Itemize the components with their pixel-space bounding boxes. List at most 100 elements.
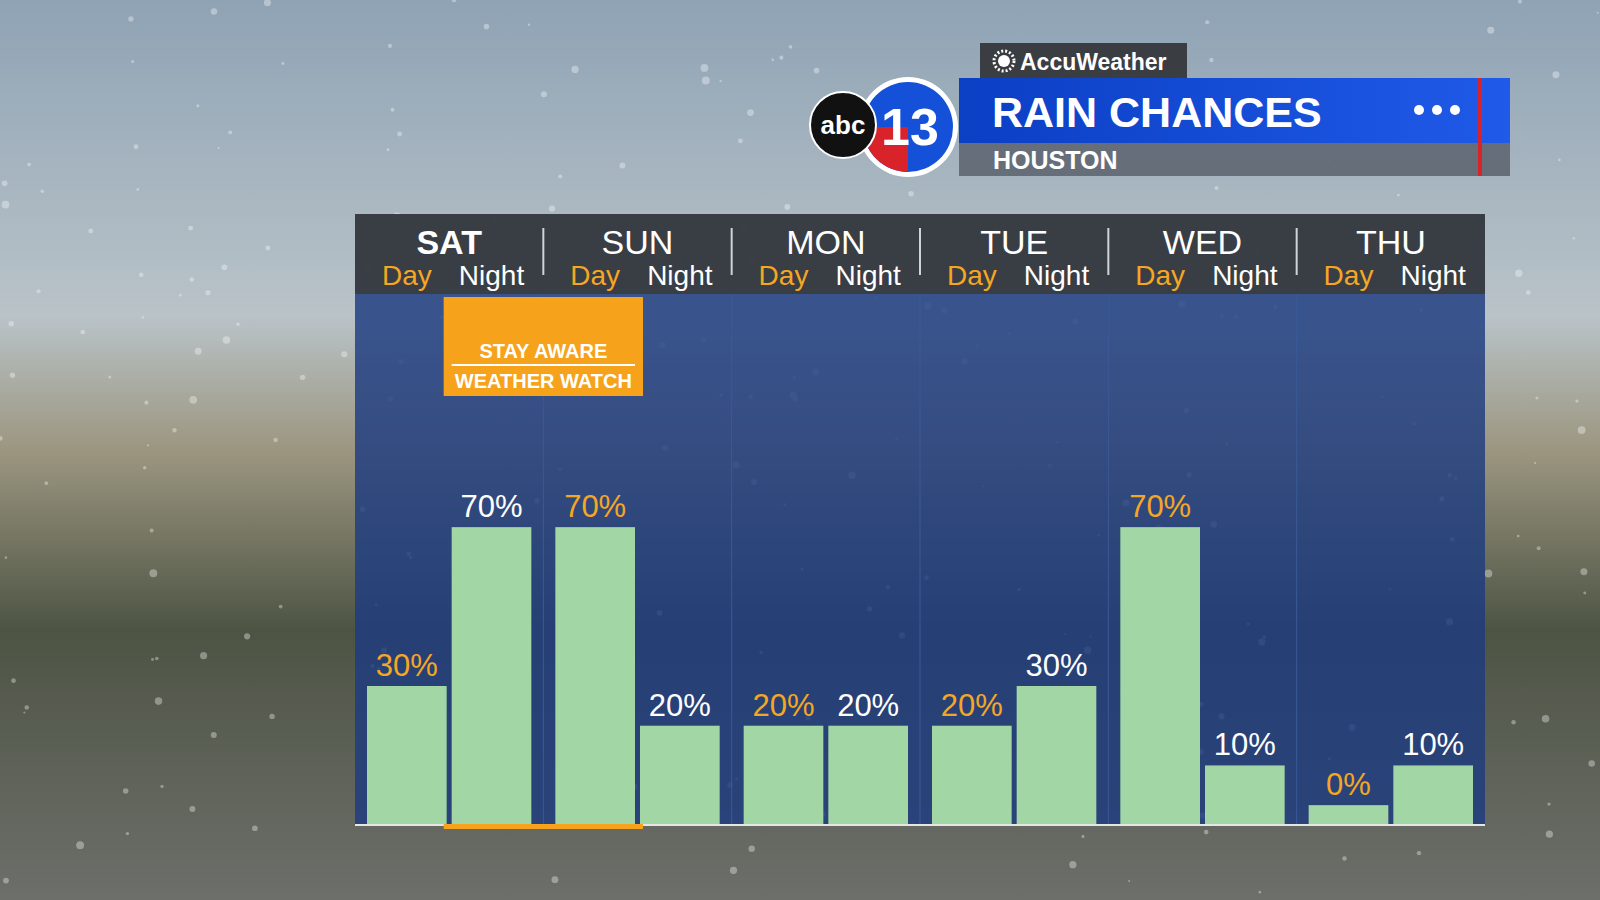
raindrop: [1542, 715, 1550, 723]
raindrop: [908, 191, 914, 197]
raindrop: [179, 294, 182, 297]
raindrop: [300, 375, 305, 380]
bar: [367, 686, 447, 825]
raindrop: [269, 714, 274, 719]
raindrop: [1588, 760, 1595, 767]
menu-dot: [1414, 105, 1424, 115]
network: abc: [821, 110, 866, 140]
raindrop: [11, 678, 16, 683]
raindrop: [1081, 835, 1084, 838]
logo-abc: [810, 92, 876, 158]
annotation-box: [444, 297, 643, 396]
data-label: 10%: [1402, 727, 1464, 762]
raindrop: [619, 163, 625, 169]
data-label: 20%: [649, 688, 711, 723]
channel: 13: [881, 98, 939, 156]
raindrop: [1417, 851, 1421, 855]
category-label: Day: [382, 260, 432, 291]
category-label: Night: [647, 260, 713, 291]
day-header: [355, 214, 1485, 294]
raindrop: [779, 56, 783, 60]
raindrop: [223, 336, 231, 344]
raindrop: [549, 205, 555, 211]
raindrop: [27, 163, 31, 167]
raindrop: [1128, 880, 1130, 882]
raindrop: [108, 376, 111, 379]
raindrop: [195, 348, 202, 355]
raindrop: [1580, 568, 1587, 575]
panel-separator: [731, 294, 732, 825]
raindrop: [126, 832, 129, 835]
raindrop: [1558, 159, 1561, 162]
raindrops: [0, 0, 1599, 893]
bar: [1017, 686, 1097, 825]
data-label: 30%: [376, 648, 438, 683]
bar: [1120, 527, 1200, 825]
group-label: MON: [786, 223, 865, 261]
raindrop: [218, 147, 220, 149]
category-label: Day: [947, 260, 997, 291]
title: RAIN CHANCES: [992, 88, 1322, 136]
raindrop: [190, 277, 195, 282]
raindrop: [814, 68, 820, 74]
subtitle-bar: [959, 143, 1510, 176]
raindrop: [1583, 592, 1586, 595]
raindrop: [41, 189, 45, 193]
raindrop: [1069, 861, 1076, 868]
raindrop: [1518, 0, 1522, 4]
raindrop: [142, 316, 144, 318]
raindrop: [211, 8, 217, 14]
bar: [932, 726, 1012, 825]
raindrop: [236, 323, 240, 327]
raindrop: [128, 16, 133, 21]
raindrop: [155, 697, 163, 705]
data-label: 20%: [941, 688, 1003, 723]
raindrop: [700, 64, 708, 72]
raindrop: [23, 711, 25, 713]
raindrop: [784, 204, 790, 210]
bar: [640, 726, 720, 825]
raindrop: [1397, 194, 1400, 197]
raindrop: [1578, 426, 1586, 434]
raindrop: [143, 466, 146, 469]
raindrop: [771, 58, 774, 61]
raindrop: [211, 732, 217, 738]
bar: [744, 726, 824, 825]
category-label: Day: [1135, 260, 1185, 291]
raindrop: [189, 806, 195, 812]
raindrop: [1526, 290, 1531, 295]
category-label: Day: [759, 260, 809, 291]
raindrop: [149, 569, 157, 577]
bar: [1309, 805, 1389, 825]
subtitle: HOUSTON: [993, 146, 1118, 174]
raindrop: [1597, 12, 1599, 14]
raindrop: [10, 373, 15, 378]
raindrop: [1547, 802, 1550, 805]
raindrop: [252, 825, 258, 831]
raindrop: [244, 633, 250, 639]
raindrop: [273, 438, 277, 442]
raindrop: [789, 45, 793, 49]
raindrop: [387, 148, 390, 151]
raindrop: [88, 229, 93, 234]
chart: AccuWeatherRAIN CHANCESHOUSTON13abcSATSU…: [0, 0, 1600, 900]
raindrop: [134, 144, 139, 149]
raindrop: [151, 658, 154, 661]
group-label: WED: [1163, 223, 1242, 261]
raindrop: [80, 330, 85, 335]
raindrop: [150, 529, 154, 533]
raindrop: [36, 289, 40, 293]
annotation: STAY AWAREWEATHER WATCH: [444, 297, 643, 829]
raindrop: [0, 436, 3, 441]
bars: [367, 527, 1473, 825]
group-label: THU: [1356, 223, 1426, 261]
raindrop: [200, 652, 207, 659]
raindrop: [281, 62, 284, 65]
raindrop: [1552, 71, 1559, 78]
raindrop: [719, 80, 721, 82]
raindrop: [558, 174, 562, 178]
bar: [452, 527, 532, 825]
bar: [828, 726, 908, 825]
raindrop: [541, 91, 547, 97]
raindrop: [1575, 399, 1578, 402]
